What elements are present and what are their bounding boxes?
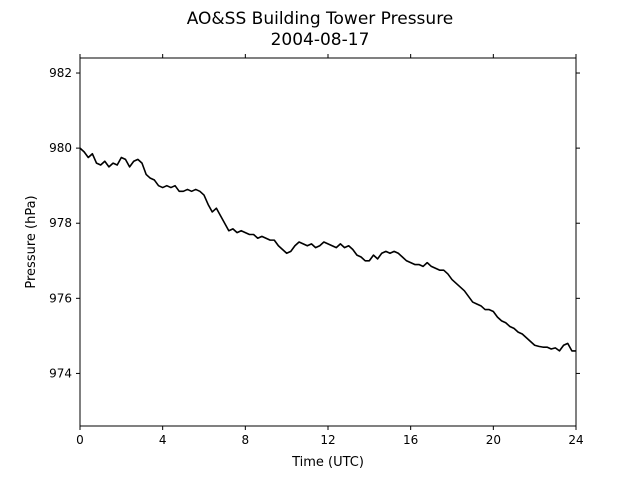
pressure-series-line [79, 147, 576, 352]
y-tick-label: 974 [49, 366, 72, 380]
x-tick-label: 24 [568, 433, 583, 447]
y-tick-label: 980 [49, 141, 72, 155]
plot-area [79, 147, 576, 352]
chart-subtitle: 2004-08-17 [271, 30, 370, 50]
axis-ticks: 0 4 8 12 16 20 24 974 976 978 980 982 [49, 54, 584, 447]
x-tick-label: 4 [159, 433, 167, 447]
x-tick-label: 0 [76, 433, 84, 447]
y-tick-label: 978 [49, 216, 72, 230]
plot-frame [79, 57, 577, 427]
y-tick-label: 976 [49, 291, 72, 305]
y-tick-label: 982 [49, 66, 72, 80]
x-tick-label: 16 [403, 433, 418, 447]
x-tick-label: 20 [486, 433, 501, 447]
chart-title: AO&SS Building Tower Pressure [187, 9, 454, 29]
x-axis-title: Time (UTC) [291, 455, 364, 470]
x-tick-label: 8 [242, 433, 250, 447]
x-tick-label: 12 [320, 433, 335, 447]
y-axis-title: Pressure (hPa) [24, 195, 39, 288]
